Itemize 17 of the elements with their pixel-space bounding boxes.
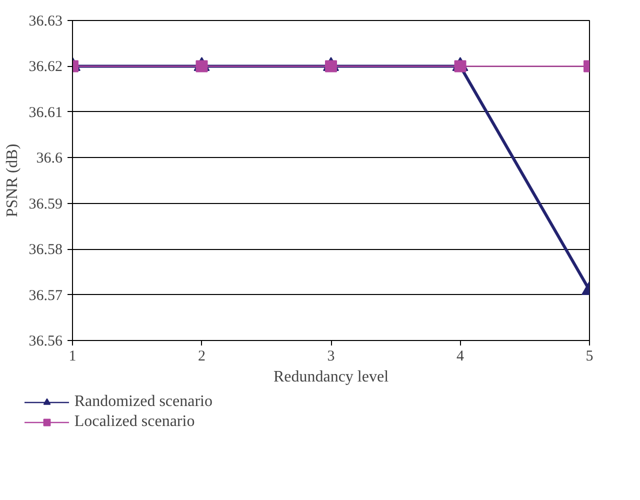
y-tick-label: 36.59 — [28, 196, 62, 212]
x-tick-label: 2 — [198, 348, 206, 364]
y-tick-label: 36.56 — [28, 334, 63, 350]
y-tick-label: 36.63 — [28, 14, 62, 30]
legend-label: Localized scenario — [74, 413, 195, 431]
x-tick-label: 3 — [327, 348, 335, 364]
y-tick-label: 36.6 — [36, 150, 63, 167]
x-tick-label: 1 — [68, 348, 76, 364]
y-tick-label: 36.62 — [28, 59, 62, 76]
x-axis-title: Redundancy level — [273, 368, 390, 386]
y-tick-label: 36.58 — [28, 242, 62, 258]
y-tick-label: 36.61 — [28, 104, 62, 121]
x-tick-label: 4 — [456, 348, 464, 364]
x-tick-label: 5 — [586, 348, 594, 364]
y-axis-title: PSNR (dB) — [4, 144, 21, 218]
y-tick-label: 36.57 — [28, 288, 63, 304]
legend-label: Randomized scenario — [74, 393, 212, 411]
